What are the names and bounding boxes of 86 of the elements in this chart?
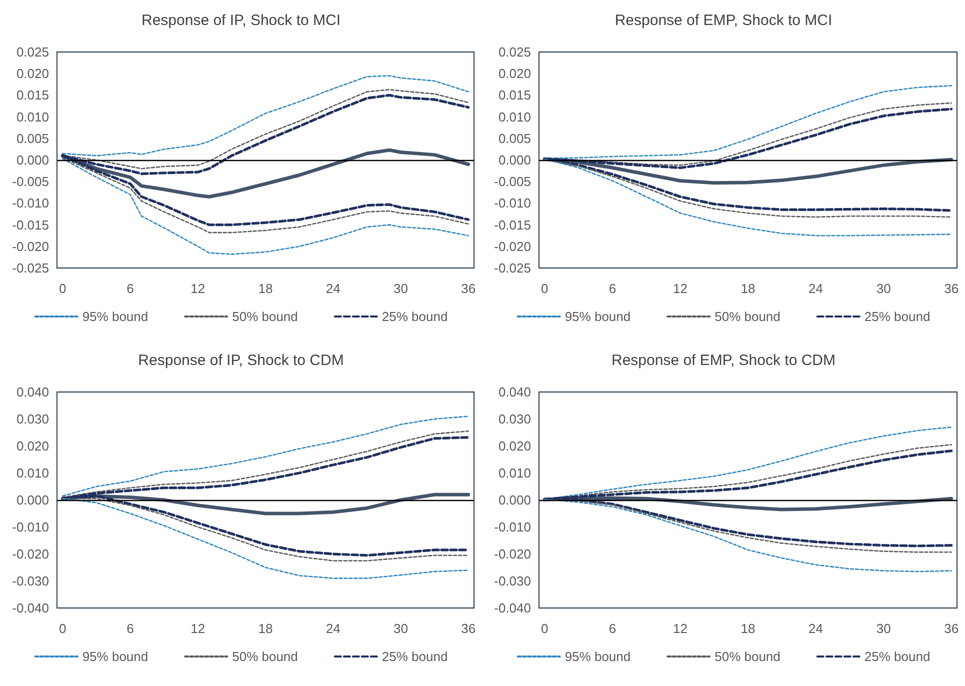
y-tick-label: 0.015 — [16, 88, 49, 103]
y-tick-label: 0.025 — [498, 44, 531, 60]
y-tick-label: 0.000 — [16, 152, 49, 168]
y-tick-label: 0.010 — [498, 466, 531, 480]
x-tick-label: 36 — [461, 621, 476, 636]
y-tick-label: 0.040 — [498, 384, 531, 400]
legend-label: 95% bound — [82, 309, 148, 324]
legend-label: 50% bound — [232, 309, 298, 324]
x-tick-label: 30 — [394, 621, 408, 636]
x-tick-label: 18 — [740, 621, 756, 636]
chart-title: Response of EMP, Shock to MCI — [614, 12, 832, 29]
x-tick-label: 24 — [326, 281, 340, 296]
y-tick-label: -0.020 — [12, 546, 49, 562]
y-tick-label: -0.020 — [494, 546, 531, 562]
y-tick-label: -0.030 — [12, 574, 49, 588]
chart-title: Response of IP, Shock to MCI — [142, 12, 340, 29]
y-tick-label: 0.015 — [498, 88, 531, 103]
y-tick-label: 0.005 — [498, 130, 531, 146]
y-tick-label: -0.010 — [494, 196, 531, 211]
y-tick-label: 0.020 — [498, 66, 531, 82]
x-tick-label: 6 — [126, 621, 134, 636]
legend-label: 25% bound — [382, 649, 448, 664]
y-tick-label: -0.040 — [12, 600, 49, 616]
y-tick-label: 0.010 — [498, 109, 531, 124]
y-tick-label: 0.010 — [16, 466, 49, 480]
legend-label: 95% bound — [564, 649, 631, 664]
y-tick-label: 0.000 — [16, 492, 49, 508]
x-tick-label: 12 — [672, 621, 688, 636]
y-tick-label: 0.005 — [16, 130, 49, 146]
legend-label: 25% bound — [864, 649, 930, 664]
x-tick-label: 6 — [126, 281, 134, 296]
x-tick-label: 24 — [808, 621, 824, 636]
x-tick-label: 12 — [672, 281, 688, 296]
x-tick-label: 30 — [394, 281, 408, 296]
y-tick-label: 0.020 — [16, 438, 49, 454]
x-tick-label: 6 — [608, 621, 616, 636]
x-tick-label: 0 — [59, 621, 66, 636]
chart-title: Response of IP, Shock to CDM — [138, 352, 344, 369]
y-tick-label: 0.040 — [16, 384, 49, 400]
y-tick-label: 0.010 — [16, 109, 49, 124]
y-tick-label: -0.005 — [12, 174, 49, 190]
x-tick-label: 18 — [258, 621, 273, 636]
y-tick-label: -0.015 — [494, 217, 531, 232]
x-tick-label: 0 — [541, 621, 548, 636]
line-series — [60, 148, 470, 198]
legend-label: 50% bound — [714, 649, 780, 664]
legend-label: 25% bound — [864, 309, 930, 324]
y-tick-label: -0.015 — [12, 217, 49, 232]
legend-label: 25% bound — [382, 309, 448, 324]
legend-label: 50% bound — [232, 649, 298, 664]
y-tick-label: -0.025 — [494, 260, 531, 276]
legend-label: 95% bound — [82, 649, 148, 664]
y-tick-label: -0.030 — [494, 574, 531, 588]
y-tick-label: 0.000 — [498, 152, 531, 168]
y-tick-label: 0.030 — [16, 412, 49, 426]
y-tick-label: -0.040 — [494, 600, 531, 616]
y-tick-label: -0.005 — [494, 174, 531, 190]
y-tick-label: 0.030 — [498, 412, 531, 426]
legend-label: 95% bound — [564, 309, 631, 324]
line-series — [62, 75, 470, 156]
x-tick-label: 0 — [541, 281, 548, 296]
y-tick-label: -0.010 — [12, 520, 49, 534]
x-tick-label: 24 — [808, 281, 824, 296]
x-tick-label: 12 — [190, 281, 206, 296]
x-tick-label: 0 — [59, 281, 66, 296]
x-tick-label: 24 — [326, 621, 340, 636]
y-tick-label: 0.020 — [16, 66, 49, 82]
y-tick-label: -0.020 — [12, 238, 49, 254]
y-tick-label: -0.010 — [12, 196, 49, 211]
chart-title: Response of EMP, Shock to CDM — [612, 352, 836, 369]
y-tick-label: -0.020 — [494, 238, 531, 254]
x-tick-label: 18 — [258, 281, 273, 296]
y-tick-label: -0.010 — [494, 520, 531, 534]
y-tick-label: 0.000 — [498, 492, 531, 508]
x-tick-label: 30 — [876, 621, 891, 636]
x-tick-label: 12 — [190, 621, 206, 636]
y-tick-label: -0.025 — [12, 260, 49, 276]
x-tick-label: 36 — [461, 281, 476, 296]
y-tick-label: 0.025 — [16, 44, 49, 60]
x-tick-label: 6 — [608, 281, 616, 296]
y-tick-label: 0.020 — [498, 438, 531, 454]
x-tick-label: 18 — [740, 281, 756, 296]
x-tick-label: 36 — [944, 621, 959, 636]
x-tick-label: 36 — [944, 281, 959, 296]
x-tick-label: 30 — [876, 281, 891, 296]
legend-label: 50% bound — [714, 309, 780, 324]
